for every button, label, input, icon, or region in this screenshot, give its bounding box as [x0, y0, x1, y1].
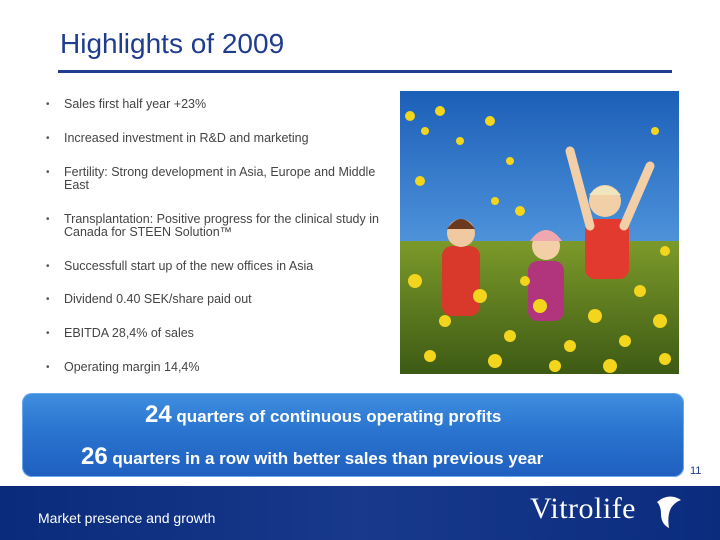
list-item: • Fertility: Strong development in Asia, …: [46, 165, 376, 192]
list-item: • Sales first half year +23%: [46, 97, 207, 111]
page-number: 11: [690, 465, 702, 477]
bullet-icon: •: [46, 261, 50, 272]
footer-bar: Market presence and growth Vitrolife: [0, 486, 720, 540]
list-item: • Increased investment in R&D and marketi…: [46, 131, 309, 145]
bullet-icon: •: [46, 133, 50, 144]
banner-line-profits: 24 quarters of continuous operating prof…: [145, 401, 502, 428]
footer-section-label: Market presence and growth: [38, 510, 216, 526]
photo-illustration: [400, 91, 679, 374]
bullet-icon: •: [46, 362, 50, 373]
slide-title: Highlights of 2009: [60, 28, 285, 59]
company-logo-text: Vitrolife: [530, 492, 636, 525]
list-item: • Dividend 0.40 SEK/share paid out: [46, 292, 252, 306]
children-in-field-photo: [400, 91, 679, 374]
banner-line-sales: 26 quarters in a row with better sales t…: [81, 443, 544, 470]
bullet-icon: •: [46, 167, 50, 178]
title-divider: [58, 70, 672, 73]
bullet-icon: •: [46, 99, 50, 110]
list-item: • Operating margin 14,4%: [46, 360, 200, 374]
list-item: • Transplantation: Positive progress for …: [46, 212, 379, 239]
list-item: • EBITDA 28,4% of sales: [46, 326, 194, 340]
bullet-icon: •: [46, 294, 50, 305]
profit-banner: 24 quarters of continuous operating prof…: [22, 393, 684, 477]
bullet-icon: •: [46, 214, 50, 225]
logo-mark-icon: [657, 496, 681, 528]
list-item: • Successfull start up of the new offices…: [46, 259, 314, 273]
bullet-icon: •: [46, 328, 50, 339]
